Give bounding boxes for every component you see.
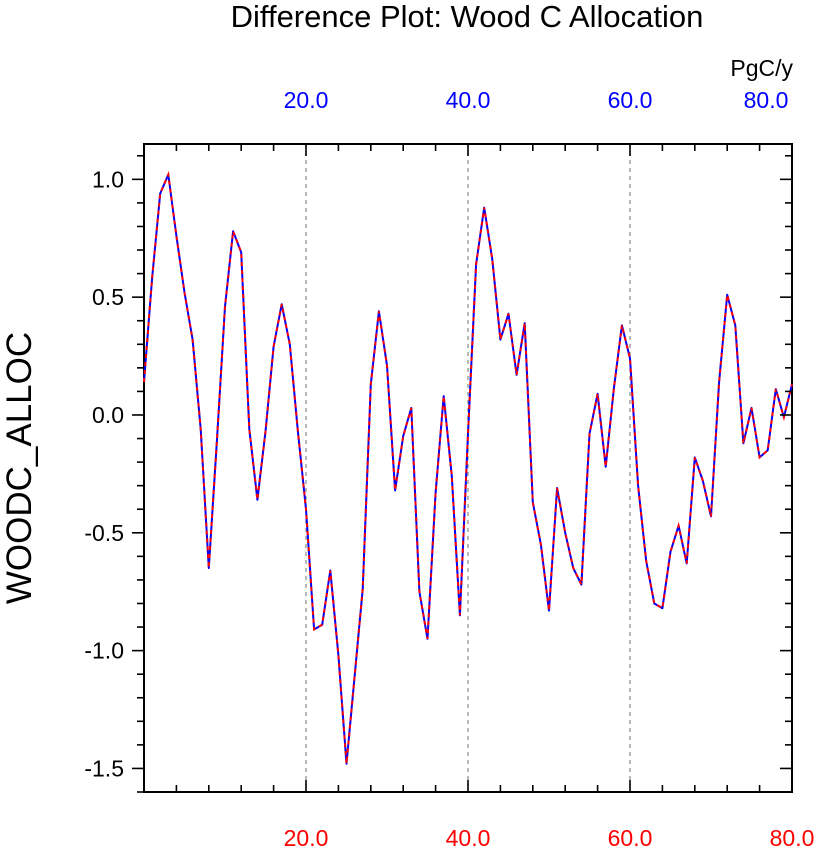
y-tick-label: 1.0	[92, 166, 124, 192]
x-tick-label-top: 80.0	[744, 87, 789, 113]
y-tick-label: 0.5	[92, 284, 124, 310]
x-tick-label-top: 60.0	[608, 87, 653, 113]
series-line-dashed	[143, 170, 793, 764]
y-axis-label: WOODC_ALLOC	[0, 332, 39, 604]
top-axis-units: PgC/y	[730, 55, 793, 81]
data-series	[143, 170, 793, 765]
chart-title: Difference Plot: Wood C Allocation	[231, 0, 704, 34]
x-tick-label-top: 40.0	[446, 87, 491, 113]
y-tick-label: -1.5	[84, 755, 124, 781]
tick-marks	[132, 144, 793, 793]
y-tick-label: 0.0	[92, 402, 124, 428]
x-tick-label-bottom: 80.0	[770, 825, 815, 851]
x-tick-label-bottom: 60.0	[608, 825, 653, 851]
x-tick-label-top: 20.0	[284, 87, 329, 113]
gridlines	[305, 144, 631, 792]
y-tick-label: -1.0	[84, 638, 124, 664]
x-tick-label-bottom: 20.0	[284, 825, 329, 851]
tick-labels: 1.0 0.5 0.0 -0.5 -1.0 -1.5 20.0 20.0 40.0 40.0 60.…	[84, 87, 814, 851]
x-tick-label-bottom: 40.0	[446, 825, 491, 851]
y-tick-label: -0.5	[84, 520, 124, 546]
